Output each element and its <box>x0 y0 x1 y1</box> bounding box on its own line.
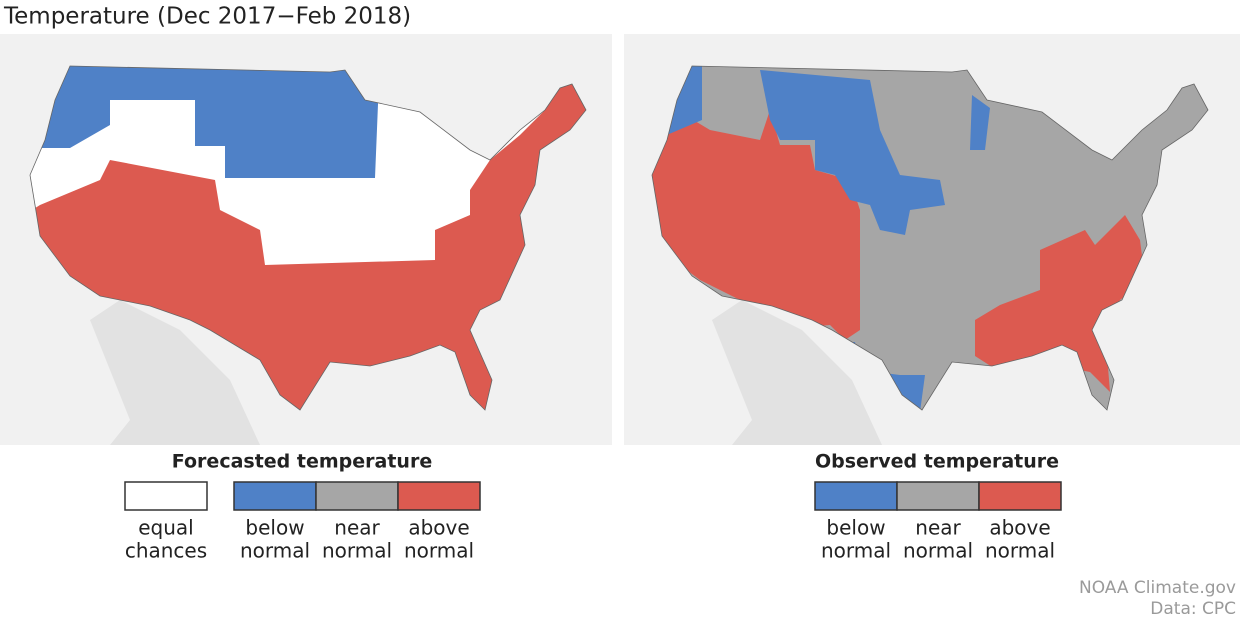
legend-swatch <box>315 481 399 511</box>
legend-label: normal <box>240 539 310 563</box>
legend-label: below <box>245 516 304 540</box>
legend-label: normal <box>404 539 474 563</box>
title: Temperature (Dec 2017−Feb 2018) <box>3 4 411 30</box>
below-normal-region <box>30 66 380 178</box>
above-normal-region <box>652 110 860 340</box>
legend-swatch <box>397 481 481 511</box>
below-normal-region <box>970 95 990 150</box>
legend-label: near <box>334 516 380 540</box>
legend-label: normal <box>322 539 392 563</box>
legend-swatch <box>896 481 980 511</box>
legends: Forecasted temperatureequalchancesbelown… <box>124 451 1062 563</box>
forecast-map <box>0 34 612 445</box>
credit-line: Data: CPC <box>1150 599 1236 619</box>
legend-label: above <box>989 516 1050 540</box>
legend-label: chances <box>125 539 207 563</box>
credit-line: NOAA Climate.gov <box>1079 578 1236 598</box>
legend-swatch <box>233 481 317 511</box>
legend-swatch <box>814 481 898 511</box>
legend-label: normal <box>903 539 973 563</box>
legend-label: above <box>408 516 469 540</box>
legend-label: normal <box>985 539 1055 563</box>
legend-swatch <box>978 481 1062 511</box>
legend-title: Forecasted temperature <box>172 451 432 473</box>
legend-swatch <box>124 481 208 511</box>
observed-map <box>624 34 1240 445</box>
below-normal-region <box>760 70 945 235</box>
legend-label: below <box>826 516 885 540</box>
legend-label: equal <box>138 516 194 540</box>
legend-label: near <box>915 516 961 540</box>
legend-label: normal <box>821 539 891 563</box>
legend-title: Observed temperature <box>815 451 1059 473</box>
